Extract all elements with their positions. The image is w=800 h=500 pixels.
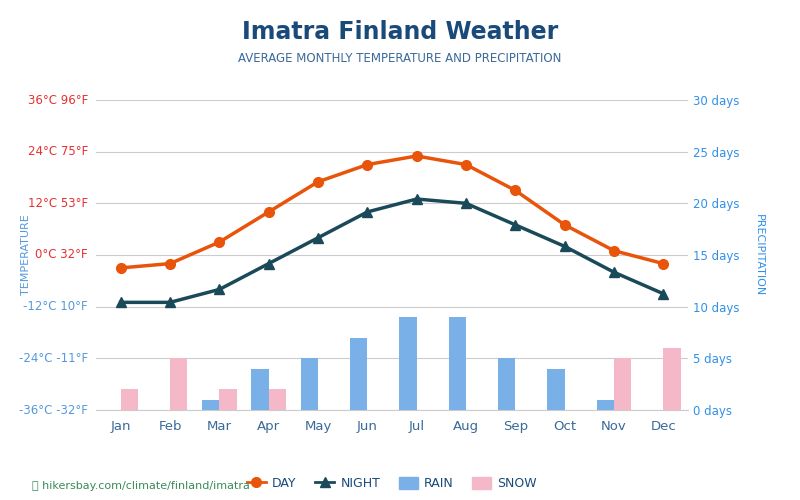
- NIGHT: [412, 196, 422, 202]
- Bar: [663, 348, 681, 410]
- DAY: [116, 265, 126, 271]
- NIGHT: [658, 290, 668, 296]
- DAY: [264, 209, 274, 215]
- Text: -12°C 10°F: -12°C 10°F: [23, 300, 88, 313]
- NIGHT: [510, 222, 520, 228]
- Bar: [202, 400, 219, 410]
- DAY: [314, 179, 323, 185]
- Line: NIGHT: NIGHT: [116, 194, 668, 307]
- Bar: [121, 390, 138, 410]
- NIGHT: [214, 286, 224, 292]
- NIGHT: [560, 244, 570, 250]
- NIGHT: [362, 209, 372, 215]
- DAY: [560, 222, 570, 228]
- Text: AVERAGE MONTHLY TEMPERATURE AND PRECIPITATION: AVERAGE MONTHLY TEMPERATURE AND PRECIPIT…: [238, 52, 562, 66]
- NIGHT: [609, 269, 618, 275]
- Bar: [350, 338, 367, 410]
- NIGHT: [116, 300, 126, 306]
- NIGHT: [314, 235, 323, 241]
- Text: -36°C -32°F: -36°C -32°F: [19, 404, 88, 416]
- Legend: DAY, NIGHT, RAIN, SNOW: DAY, NIGHT, RAIN, SNOW: [242, 472, 542, 495]
- Bar: [498, 358, 515, 410]
- DAY: [362, 162, 372, 168]
- Y-axis label: PRECIPITATION: PRECIPITATION: [754, 214, 764, 296]
- Bar: [449, 317, 466, 410]
- DAY: [609, 248, 618, 254]
- Bar: [219, 390, 237, 410]
- Bar: [170, 358, 187, 410]
- Text: -24°C -11°F: -24°C -11°F: [19, 352, 88, 365]
- NIGHT: [264, 260, 274, 266]
- Bar: [269, 390, 286, 410]
- Bar: [547, 368, 565, 410]
- Bar: [614, 358, 631, 410]
- Text: 24°C 75°F: 24°C 75°F: [28, 145, 88, 158]
- Bar: [399, 317, 417, 410]
- Bar: [301, 358, 318, 410]
- Text: Imatra Finland Weather: Imatra Finland Weather: [242, 20, 558, 44]
- Text: 36°C 96°F: 36°C 96°F: [28, 94, 88, 106]
- Text: 12°C 53°F: 12°C 53°F: [28, 197, 88, 210]
- NIGHT: [165, 300, 174, 306]
- DAY: [412, 153, 422, 159]
- DAY: [214, 239, 224, 245]
- Bar: [251, 368, 269, 410]
- DAY: [510, 188, 520, 194]
- DAY: [165, 260, 174, 266]
- DAY: [461, 162, 470, 168]
- Y-axis label: TEMPERATURE: TEMPERATURE: [21, 214, 30, 296]
- Line: DAY: DAY: [116, 151, 668, 273]
- Bar: [597, 400, 614, 410]
- NIGHT: [461, 200, 470, 206]
- Text: 0°C 32°F: 0°C 32°F: [35, 248, 88, 262]
- Text: 📍 hikersbay.com/climate/finland/imatra: 📍 hikersbay.com/climate/finland/imatra: [32, 481, 250, 491]
- DAY: [658, 260, 668, 266]
